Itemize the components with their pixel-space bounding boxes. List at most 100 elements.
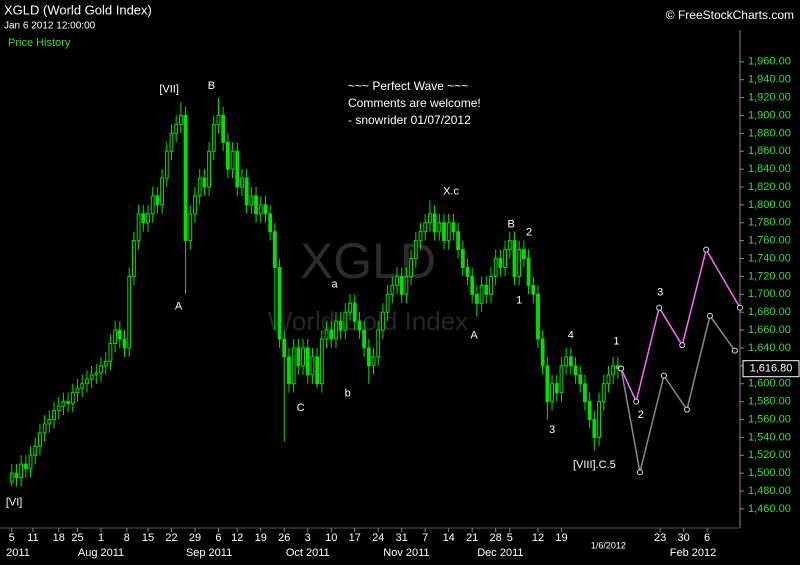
chart-title: XGLD (World Gold Index) xyxy=(4,2,152,17)
candle-body xyxy=(446,222,451,242)
x-tick-label: 15 xyxy=(142,532,154,544)
candle-body xyxy=(554,383,559,394)
x-tick-label: 14 xyxy=(443,532,455,544)
wave-label: [VII] xyxy=(159,83,179,95)
candle-body xyxy=(507,240,512,251)
candle-body xyxy=(583,383,587,403)
candle-body xyxy=(183,114,188,242)
projection-point xyxy=(618,365,625,372)
x-tick-label: 5 xyxy=(507,532,513,544)
x-tick-label: 19 xyxy=(555,532,567,544)
candle-body xyxy=(456,231,461,251)
candle-body xyxy=(587,401,592,420)
x-tick-label: 31 xyxy=(396,532,408,544)
y-tick-label: 1,760.00 xyxy=(748,235,791,247)
last-price-box xyxy=(742,360,800,378)
candle-body xyxy=(352,302,357,322)
candle-body xyxy=(526,258,531,286)
candle-body xyxy=(108,342,113,362)
candle-body xyxy=(503,249,507,268)
x-tick-label: 24 xyxy=(372,532,384,544)
candle-body xyxy=(366,347,371,367)
candle-body xyxy=(33,445,38,456)
candle-body xyxy=(202,177,207,188)
candle-body xyxy=(23,463,28,470)
y-tick-label: 1,780.00 xyxy=(748,217,791,229)
projection-point xyxy=(737,304,743,311)
candle-body xyxy=(127,275,132,349)
wave-label: 2 xyxy=(638,409,644,421)
candle-body xyxy=(94,372,99,376)
candle-body xyxy=(99,365,103,374)
candle-body xyxy=(188,213,193,242)
candle-body xyxy=(578,374,583,385)
candle-body xyxy=(160,177,165,206)
candle-body xyxy=(357,320,362,331)
candle-body xyxy=(287,356,291,385)
candle-body xyxy=(437,222,442,233)
candle-body xyxy=(80,383,85,389)
candle-body xyxy=(484,284,489,295)
candle-body xyxy=(376,329,381,358)
candle-body xyxy=(413,240,418,260)
y-tick-label: 1,820.00 xyxy=(748,181,791,193)
candle-body xyxy=(131,240,136,277)
x-tick-label: 17 xyxy=(349,532,361,544)
projection-point xyxy=(660,372,667,379)
watermark-symbol: XGLD xyxy=(300,233,436,289)
candle-body xyxy=(371,356,376,367)
wave-label: 3 xyxy=(657,286,663,298)
x-tick-label: 1 xyxy=(98,532,104,544)
projection-line xyxy=(620,314,736,473)
candle-body xyxy=(404,275,409,295)
y-tick-label: 1,740.00 xyxy=(748,252,791,264)
candle-body xyxy=(381,311,385,331)
candle-body xyxy=(573,365,578,376)
wave-label: a xyxy=(331,278,338,290)
candle-body xyxy=(211,123,216,152)
y-tick-label: 1,660.00 xyxy=(748,324,791,336)
month-label: Feb 2012 xyxy=(670,547,716,559)
candle-body xyxy=(517,249,522,277)
candle-body xyxy=(296,347,301,367)
candle-body xyxy=(254,195,258,215)
y-tick-label: 1,680.00 xyxy=(748,306,791,318)
candle-body xyxy=(348,302,352,313)
x-tick-label: 10 xyxy=(325,532,337,544)
candle-body xyxy=(146,213,150,224)
last-price-label: 1,616.80 xyxy=(750,363,793,375)
candle-body xyxy=(178,114,183,125)
candle-body xyxy=(564,356,569,367)
candle-body xyxy=(230,150,235,170)
candle-body xyxy=(103,360,108,367)
x-tick-label: 30 xyxy=(677,532,689,544)
candle-body xyxy=(85,378,89,385)
projection-point xyxy=(683,406,690,413)
candle-body xyxy=(277,266,282,340)
candle-body xyxy=(305,347,310,376)
month-label: Dec 2011 xyxy=(477,547,523,559)
candle-body xyxy=(606,374,611,385)
y-tick-label: 1,960.00 xyxy=(748,56,791,68)
x-tick-label: 3 xyxy=(305,532,311,544)
month-label: Aug 2011 xyxy=(78,547,124,559)
candle-body xyxy=(268,213,273,233)
wave-label: B xyxy=(508,218,515,230)
candle-body xyxy=(38,432,42,447)
candle-body xyxy=(329,329,334,340)
projection-point xyxy=(706,312,713,319)
projection-point xyxy=(703,246,710,253)
watermark-name: World Gold Index xyxy=(268,306,468,336)
y-tick-label: 1,560.00 xyxy=(748,413,791,425)
candle-body xyxy=(197,177,202,197)
cursor-date: 1/6/2012 xyxy=(591,540,626,550)
candle-body xyxy=(512,240,517,277)
y-tick-label: 1,800.00 xyxy=(748,199,791,211)
candle-body xyxy=(460,249,465,268)
candle-body xyxy=(89,374,94,380)
month-label: Sep 2011 xyxy=(186,547,232,559)
y-tick-label: 1,500.00 xyxy=(748,467,791,479)
candle-body xyxy=(174,123,179,134)
wave-label: 1 xyxy=(516,294,522,306)
candle-body xyxy=(601,383,606,403)
